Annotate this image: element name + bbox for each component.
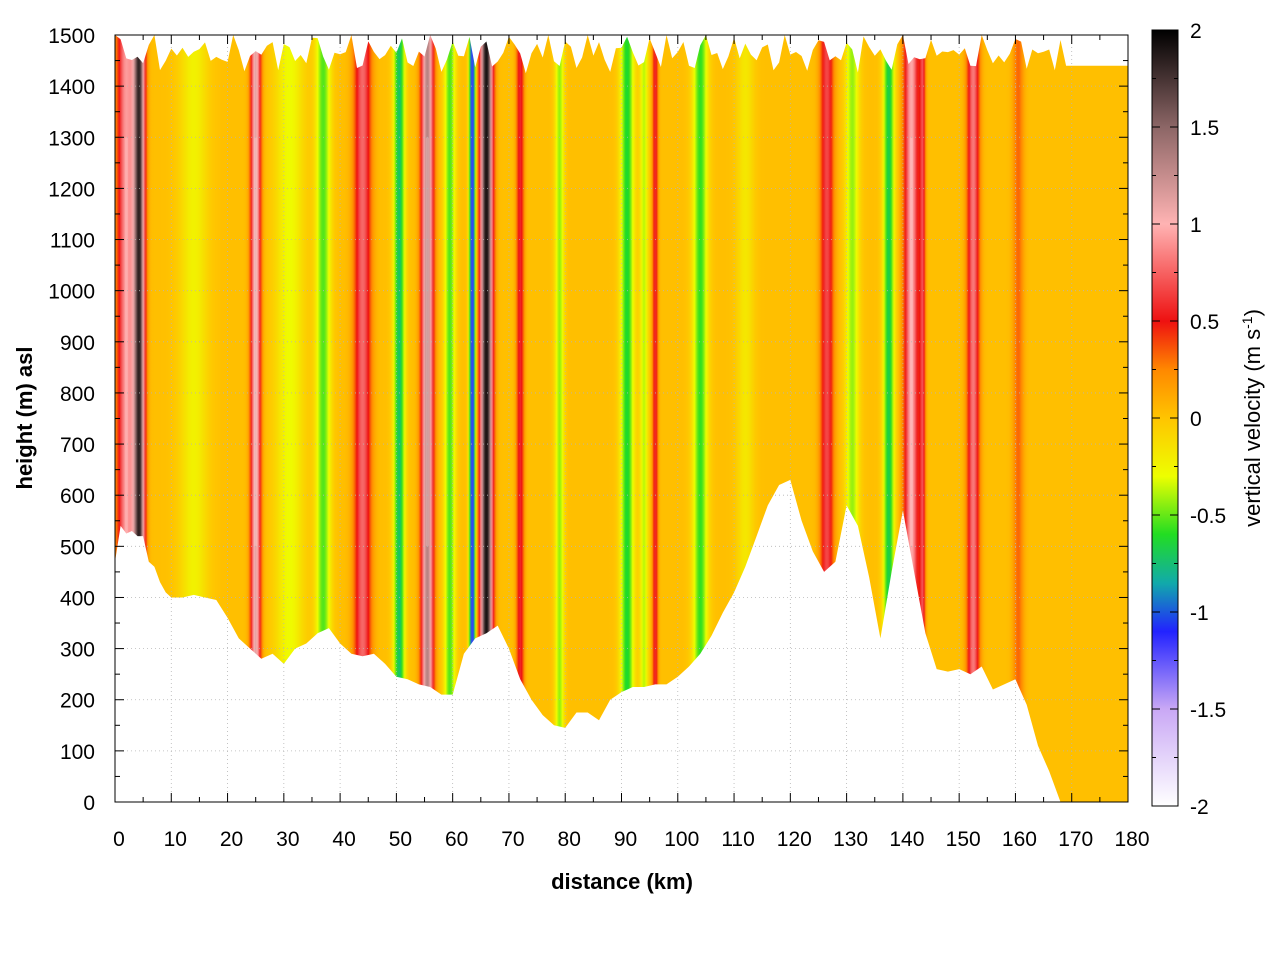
velocity-field	[115, 35, 1128, 802]
x-tick-label: 140	[889, 828, 924, 851]
colorbar-tick-label: 0.5	[1190, 311, 1219, 334]
x-tick-label: 130	[833, 828, 868, 851]
x-tick-label: 70	[501, 828, 524, 851]
x-tick-label: 0	[113, 828, 125, 851]
y-tick-label: 1100	[50, 230, 95, 253]
colorbar-tick-label: -1	[1190, 602, 1209, 625]
x-tick-label: 40	[332, 828, 355, 851]
x-tick-label: 110	[721, 828, 754, 851]
y-tick-label: 800	[60, 383, 95, 406]
y-tick-label: 1500	[48, 25, 95, 48]
colorbar-tick-label: 1.5	[1190, 117, 1219, 140]
y-tick-label: 400	[60, 587, 95, 610]
y-tick-label: 700	[60, 434, 95, 457]
x-tick-label: 10	[164, 828, 187, 851]
colorbar-title: vertical velocity (m s-1)	[1239, 309, 1265, 527]
y-tick-label: 1200	[48, 178, 95, 201]
y-tick-label: 600	[60, 485, 95, 508]
y-tick-label: 0	[83, 792, 95, 815]
x-tick-label: 100	[664, 828, 699, 851]
x-tick-label: 170	[1058, 828, 1093, 851]
colorbar-title-superscript: -1	[1239, 316, 1255, 329]
x-tick-label: 160	[1002, 828, 1037, 851]
colorbar-tick-label: -2	[1190, 796, 1209, 819]
x-tick-label: 60	[445, 828, 468, 851]
x-tick-label: 80	[558, 828, 581, 851]
y-tick-label: 1400	[48, 76, 95, 99]
x-tick-label: 20	[220, 828, 243, 851]
colorbar-ticks: 2 1.5 1 0.5 0 -0.5 -1 -1.5 -2	[1152, 20, 1226, 819]
x-tick-label: 150	[946, 828, 981, 851]
y-tick-label: 900	[60, 332, 95, 355]
colorbar-title-close: )	[1240, 309, 1265, 316]
x-axis: 0 10 20 30 40 50 60 70 80 90 100 110 120 130 140 150 160…	[113, 35, 1150, 851]
velocity-field-fill	[115, 35, 1128, 802]
x-tick-label: 30	[276, 828, 299, 851]
x-tick-label: 50	[389, 828, 412, 851]
x-tick-label: 180	[1114, 828, 1149, 851]
y-tick-label: 1000	[48, 281, 95, 304]
colorbar-tick-label: -0.5	[1190, 505, 1226, 528]
colorbar-tick-label: 1	[1190, 214, 1202, 237]
y-axis-title: height (m) asl	[12, 346, 37, 489]
x-tick-label: 120	[777, 828, 812, 851]
colorbar-tick-label: 2	[1190, 20, 1202, 43]
y-tick-label: 300	[60, 639, 95, 662]
y-tick-label: 200	[60, 690, 95, 713]
colorbar-tick-label: 0	[1190, 408, 1202, 431]
x-tick-label: 90	[614, 828, 637, 851]
colorbar: 2 1.5 1 0.5 0 -0.5 -1 -1.5 -2 vertical velocity …	[1151, 20, 1265, 819]
colorbar-title-main: vertical velocity (m s	[1240, 329, 1265, 527]
y-axis: 0 100 200 300 400 500 600 700 800 900 1000 1100 1200…	[48, 25, 1128, 815]
y-tick-label: 1300	[48, 127, 95, 150]
y-tick-label: 100	[60, 741, 95, 764]
x-axis-title: distance (km)	[551, 869, 693, 894]
colorbar-tick-label: -1.5	[1190, 699, 1226, 722]
y-tick-label: 500	[60, 536, 95, 559]
